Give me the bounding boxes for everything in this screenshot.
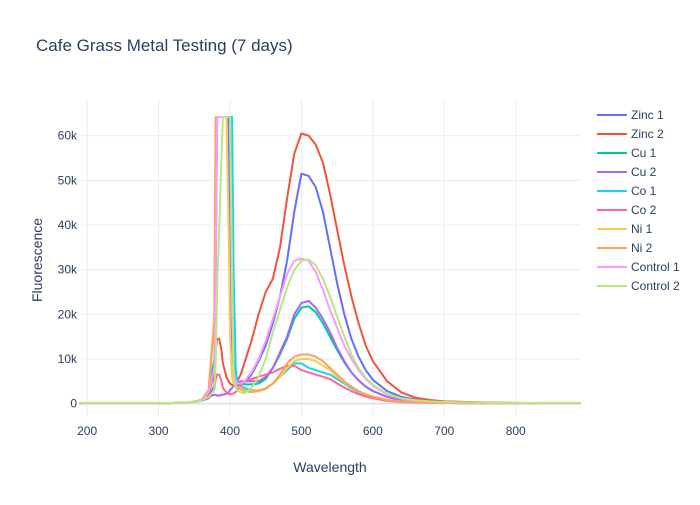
x-tick-label: 300: [149, 424, 169, 438]
series-lines: [79, 116, 581, 405]
legend-item-zinc-1[interactable]: Zinc 1: [597, 108, 664, 122]
legend-label: Ni 2: [631, 241, 653, 255]
x-tick-label: 800: [506, 424, 526, 438]
series-line-cu-2: [79, 299, 581, 405]
y-tick-label: 20k: [58, 307, 78, 321]
series-line-control-1: [79, 116, 581, 405]
x-axis-ticks: 200 300 400 500 600 700 800: [77, 424, 526, 438]
legend-label: Ni 1: [631, 222, 653, 236]
legend-label: Control 1: [631, 260, 680, 274]
series-line-zinc-1: [79, 116, 581, 405]
legend-item-cu-1[interactable]: Cu 1: [597, 146, 657, 160]
y-tick-label: 40k: [58, 218, 78, 232]
y-axis-ticks: 0 10k 20k 30k 40k 50k 60k: [58, 129, 78, 411]
y-tick-label: 0: [70, 397, 77, 411]
y-tick-label: 10k: [58, 352, 78, 366]
x-tick-label: 200: [77, 424, 97, 438]
y-tick-label: 60k: [58, 129, 78, 143]
legend-label: Control 2: [631, 279, 680, 293]
legend-item-zinc-2[interactable]: Zinc 2: [597, 127, 664, 141]
legend-label: Zinc 2: [631, 127, 664, 141]
x-tick-label: 500: [291, 424, 311, 438]
series-line-zinc-2: [79, 132, 581, 405]
legend-label: Co 2: [631, 203, 657, 217]
legend-label: Cu 1: [631, 146, 657, 160]
legend-item-co-2[interactable]: Co 2: [597, 203, 657, 217]
legend-item-control-2[interactable]: Control 2: [597, 279, 680, 293]
legend-label: Co 1: [631, 184, 657, 198]
x-tick-label: 400: [220, 424, 240, 438]
legend-item-ni-1[interactable]: Ni 1: [597, 222, 653, 236]
series-line-ni-1: [79, 116, 581, 405]
legend-item-ni-2[interactable]: Ni 2: [597, 241, 653, 255]
chart-title: Cafe Grass Metal Testing (7 days): [36, 36, 293, 55]
series-line-cu-1: [79, 116, 581, 405]
series-line-control-2: [79, 116, 581, 405]
series-line-co-1: [79, 116, 581, 405]
legend-label: Zinc 1: [631, 108, 664, 122]
series-line-ni-2: [79, 116, 581, 405]
gridlines: [80, 100, 580, 417]
y-tick-label: 50k: [58, 173, 78, 187]
y-axis-title: Fluorescence: [29, 218, 45, 302]
x-tick-label: 700: [434, 424, 454, 438]
legend-item-co-1[interactable]: Co 1: [597, 184, 657, 198]
y-tick-label: 30k: [58, 263, 78, 277]
x-axis-title: Wavelength: [293, 459, 366, 475]
legend[interactable]: Zinc 1 Zinc 2 Cu 1 Cu 2 Co 1 Co 2 Ni 1 Ni 2 Cont…: [597, 108, 680, 293]
legend-item-cu-2[interactable]: Cu 2: [597, 165, 657, 179]
legend-item-control-1[interactable]: Control 1: [597, 260, 680, 274]
x-tick-label: 600: [363, 424, 383, 438]
legend-label: Cu 2: [631, 165, 657, 179]
